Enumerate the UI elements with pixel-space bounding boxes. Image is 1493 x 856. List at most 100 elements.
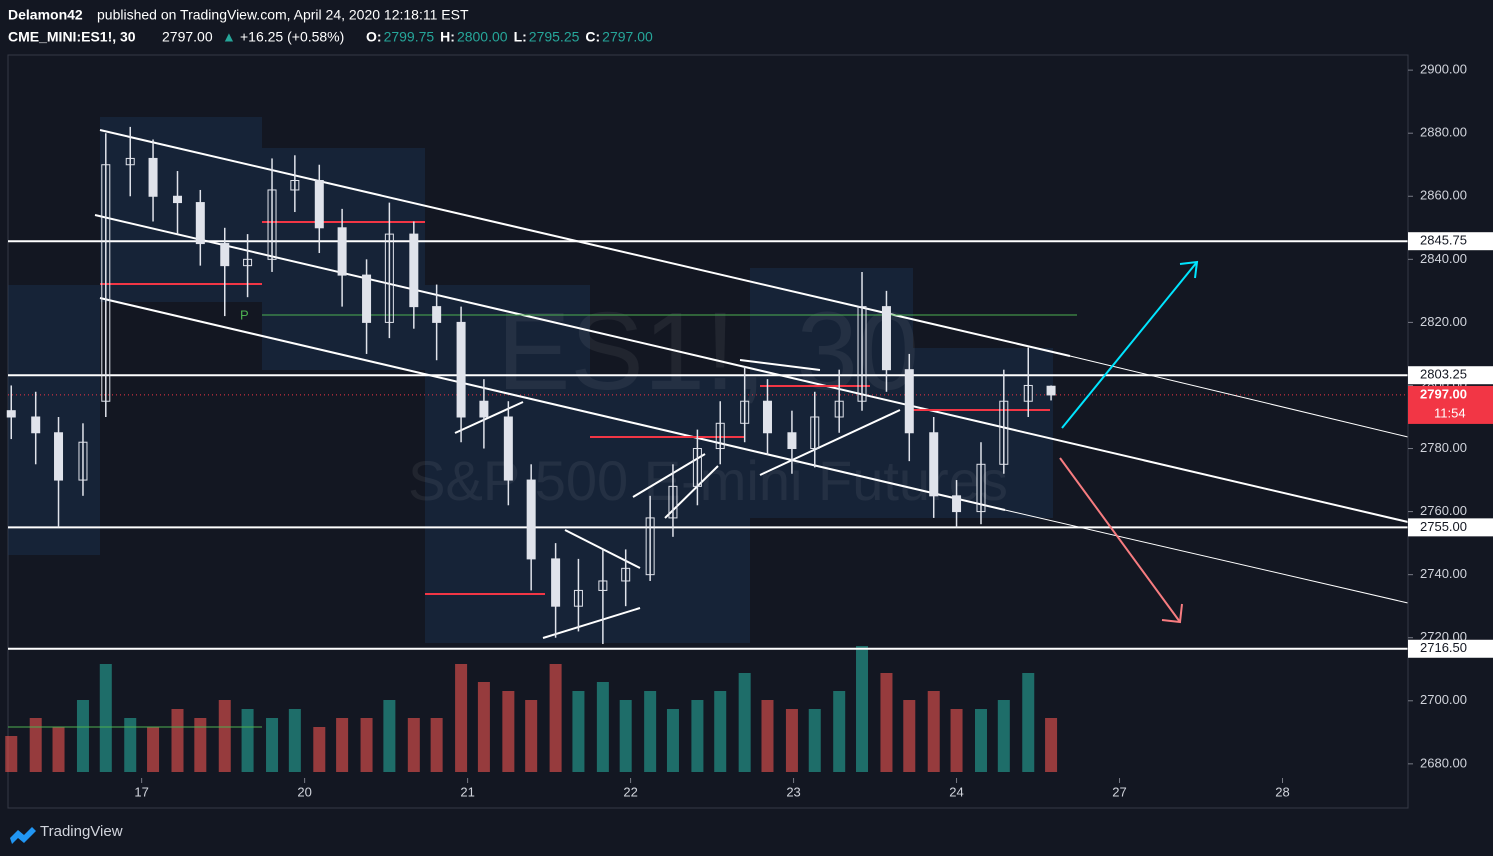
volume-bar [596,682,609,772]
candle-body [54,432,64,481]
ohlc-label: L: [514,29,527,45]
ohlc-value: 2797.00 [602,29,653,45]
candle-body [6,410,16,418]
candle-body [101,164,111,402]
volume-bar [761,700,774,772]
volume-bar [383,700,396,772]
ohlc-label: H: [440,29,455,45]
candle-body [503,416,513,481]
volume-bar [99,664,112,772]
axes: 2680.002700.002720.002740.002760.002780.… [134,62,1493,799]
y-tick-label: 2860.00 [1420,188,1467,203]
volume-bar [5,736,18,772]
volume-bar [52,727,65,772]
candle-body [645,517,655,576]
level-tag [1408,366,1493,385]
candle-body [220,243,230,267]
volume-bar [1022,673,1035,772]
volume-bar [950,709,963,772]
plot-area [7,54,1409,809]
volume-bar [927,691,940,772]
candle-body [762,400,772,434]
brand-logo [10,827,36,844]
volume-bar [477,682,490,772]
volume-bar [572,691,585,772]
level-label: 2716.50 [1420,640,1467,655]
volume-bar [455,664,468,772]
volume-bar [666,709,679,772]
candle-body [267,189,277,260]
x-tick-label: 23 [786,784,800,799]
volume-bar [313,727,326,772]
watermark-symbol: ES1!, 30 [497,290,919,413]
candle-body [551,558,561,607]
candle-body [1023,384,1033,402]
candle-body [526,479,536,560]
volume-bar [76,700,89,772]
candle-body [976,463,986,513]
candles [6,126,1056,645]
volume-bar [194,718,207,772]
volume-bar [124,718,137,772]
volume-bar [407,718,420,772]
volume-bar [691,700,704,772]
watermark-name: S&P 500 E-mini Futures [408,449,1008,512]
candle-body [857,306,867,402]
volume-bar [502,691,515,772]
watermark: ES1!, 30 S&P 500 E-mini Futures [408,290,1008,512]
symbol: CME_MINI:ES1!, 30 [8,29,136,45]
candle-body [834,400,844,418]
candle-body [172,195,182,204]
candle-body [243,258,253,267]
y-tick-label: 2900.00 [1420,62,1467,77]
volume-bar [974,709,987,772]
candle-body [904,369,914,434]
x-tick-label: 20 [297,784,311,799]
volume-bar [288,709,301,772]
arrow: ▲ [222,29,236,45]
brand: TradingView [40,823,123,840]
author: Delamon42 [8,7,83,23]
candle-body [573,589,583,607]
level-label: 2845.75 [1420,233,1467,248]
candle-body [787,432,797,450]
y-tick-label: 2740.00 [1420,566,1467,581]
candle-body [598,580,608,591]
levels [8,240,1408,650]
candle-body [952,495,962,513]
y-tick-label: 2780.00 [1420,440,1467,455]
volume-bar [714,691,727,772]
change: +16.25 (+0.58%) [240,29,344,45]
candle-body [715,422,725,450]
volume-bar [218,700,231,772]
volume-bar [241,709,254,772]
last: 2797.00 [162,29,213,45]
candle-body [31,416,41,434]
countdown: 11:54 [1434,405,1466,420]
ohlc-label: C: [585,29,600,45]
volume-bar [430,718,443,772]
candle-body [362,274,372,323]
candle-body [409,233,419,308]
volume-bar [856,646,869,772]
candle-body [668,485,678,519]
volume-bar [785,709,798,772]
x-tick-label: 27 [1112,784,1126,799]
candle-body [314,180,324,229]
candle-body [290,180,300,191]
candle-body [740,400,750,424]
x-tick-label: 21 [460,784,474,799]
candle-body [125,157,135,166]
volume-bar [738,673,751,772]
candle-body [78,441,88,481]
candle-body [621,567,631,582]
volume-bar [147,727,160,772]
volume-bar [171,709,184,772]
volume-bar [336,718,349,772]
poc-lines [100,221,1050,595]
candle-body [432,306,442,323]
candle-body [881,306,891,371]
volume-bar [266,718,279,772]
candle-body [929,432,939,497]
volume-bar [549,664,562,772]
